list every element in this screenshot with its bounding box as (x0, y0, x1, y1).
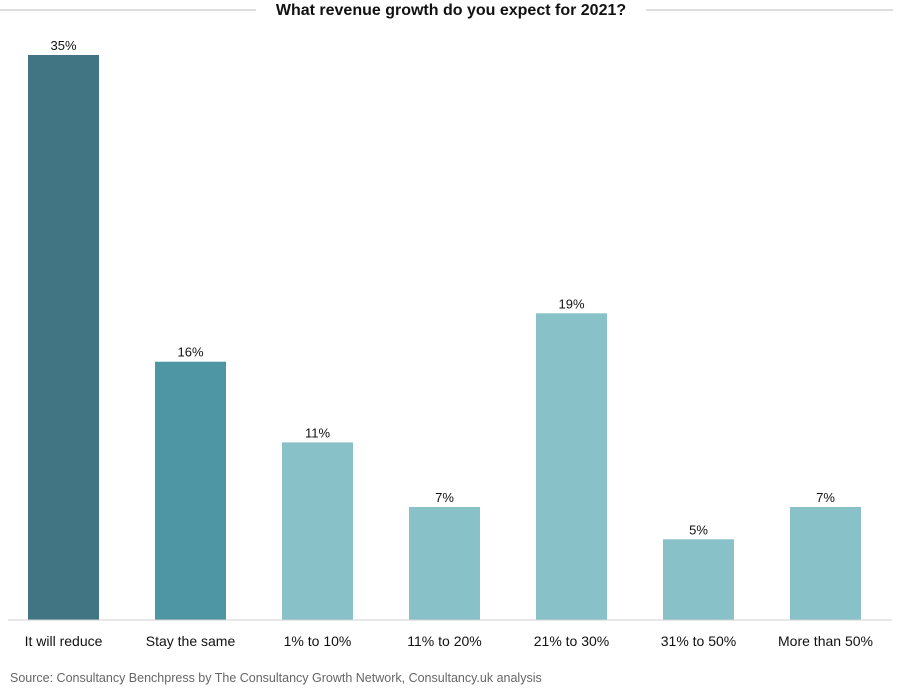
bar-1 (155, 361, 226, 620)
bars-group: 35% 16% 11% 7% 19% 5% 7% (28, 38, 861, 620)
category-labels-group: It will reduce Stay the same 1% to 10% 11% … (25, 633, 873, 649)
source-note: Source: Consultancy Benchpress by The Co… (10, 671, 542, 685)
category-label-5: 31% to 50% (661, 633, 737, 649)
category-label-3: 11% to 20% (407, 633, 481, 649)
bar-value-label-1: 16% (177, 345, 203, 360)
category-label-4: 21% to 30% (534, 633, 610, 649)
bar-2 (282, 442, 353, 620)
category-label-2: 1% to 10% (284, 633, 352, 649)
bar-value-label-0: 35% (50, 38, 76, 53)
bar-4 (536, 313, 607, 620)
category-label-6: More than 50% (778, 633, 873, 649)
bar-value-label-6: 7% (816, 490, 835, 505)
bar-value-label-2: 11% (305, 425, 330, 440)
bar-0 (28, 55, 99, 620)
category-label-1: Stay the same (146, 633, 236, 649)
bar-value-label-3: 7% (435, 490, 454, 505)
bar-6 (790, 507, 861, 620)
chart-title: What revenue growth do you expect for 20… (276, 2, 626, 19)
bar-value-label-4: 19% (558, 296, 584, 311)
category-label-0: It will reduce (25, 633, 103, 649)
bar-5 (663, 539, 734, 620)
bar-3 (409, 507, 480, 620)
bar-value-label-5: 5% (689, 522, 708, 537)
